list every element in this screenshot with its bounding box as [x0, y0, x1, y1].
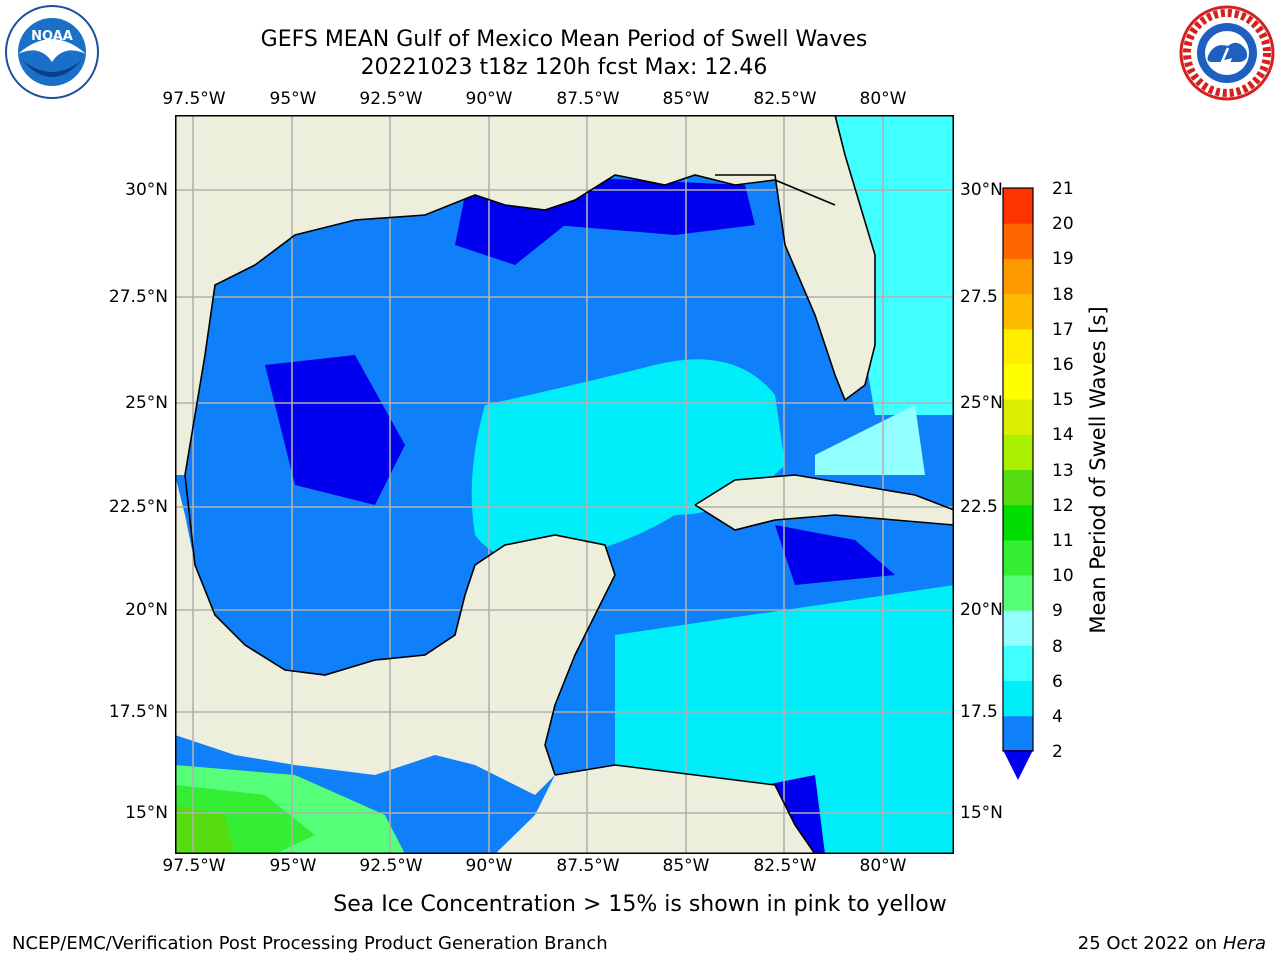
colorbar-segment — [1003, 575, 1033, 611]
colorbar-tick: 8 — [1052, 637, 1063, 657]
swell-lt2-south — [775, 525, 895, 585]
land-mexico — [175, 475, 615, 795]
colorbar-label: Mean Period of Swell Waves [s] — [1086, 306, 1110, 634]
lat-tick-left: 30°N — [125, 180, 168, 200]
colorbar-tick: 15 — [1052, 390, 1074, 410]
lat-tick-right: 22.5 — [960, 497, 998, 517]
colorbar-tick: 19 — [1052, 249, 1074, 269]
colorbar-segment — [1003, 645, 1033, 682]
lon-tick-top: 95°W — [269, 89, 317, 109]
lon-tick-top: 90°W — [465, 89, 513, 109]
colorbar-tick: 16 — [1052, 355, 1074, 375]
colorbar-segment — [1003, 715, 1033, 752]
footer-org: NCEP/EMC/Verification Post Processing Pr… — [12, 933, 608, 954]
colorbar-segment — [1003, 258, 1033, 295]
lon-tick-bottom: 90°W — [465, 856, 513, 876]
lat-tick-left: 17.5°N — [108, 702, 168, 722]
land-florida — [715, 115, 875, 400]
colorbar-frame — [1002, 187, 1034, 752]
nws-logo — [1178, 4, 1276, 106]
colorbar-tick: 13 — [1052, 461, 1074, 481]
land-usa — [175, 115, 835, 475]
colorbar-tick: 10 — [1052, 566, 1074, 586]
colorbar-segment — [1003, 399, 1033, 435]
colorbar-tick: 12 — [1052, 496, 1074, 516]
map-subtitle: 20221023 t18z 120h fcst Max: 12.46 — [360, 55, 768, 80]
footer-machine: Hera — [1222, 933, 1266, 954]
colorbar-segment — [1003, 504, 1033, 541]
coastline — [184, 115, 954, 854]
lat-tick-left: 20°N — [125, 600, 168, 620]
colorbar-segment — [1003, 328, 1033, 365]
colorbar-segment — [1003, 469, 1033, 506]
lon-tick-bottom: 92.5°W — [359, 856, 423, 876]
colorbar-under-arrow — [1003, 750, 1033, 780]
lat-tick-right: 25°N — [960, 393, 1003, 413]
footer-date-text: 25 Oct 2022 on — [1077, 933, 1223, 954]
land-central-america — [495, 765, 815, 854]
colorbar-segments — [1003, 188, 1033, 752]
lat-tick-left: 22.5°N — [108, 497, 168, 517]
colorbar-segment — [1003, 434, 1033, 470]
graticule — [175, 115, 954, 854]
lon-tick-top: 87.5°W — [556, 89, 620, 109]
svg-text:NOAA: NOAA — [31, 29, 73, 44]
lon-tick-bottom: 85°W — [662, 856, 710, 876]
swell-8-9-straits — [815, 405, 925, 475]
colorbar-tick: 17 — [1052, 320, 1074, 340]
footer-date: 25 Oct 2022 on Hera — [1078, 933, 1266, 954]
lon-tick-bottom: 95°W — [269, 856, 317, 876]
colorbar-tick: 18 — [1052, 285, 1074, 305]
gulf-of-mexico-map — [175, 115, 954, 854]
lat-tick-right: 15°N — [960, 803, 1003, 823]
colorbar-tick: 6 — [1052, 672, 1063, 692]
swell-11-12-pacific — [175, 805, 235, 854]
map-frame — [175, 115, 954, 854]
land-cuba — [695, 475, 954, 530]
lat-tick-right: 27.5 — [960, 287, 998, 307]
lat-tick-left: 25°N — [125, 393, 168, 413]
lon-tick-top: 85°W — [662, 89, 710, 109]
lon-tick-top: 82.5°W — [753, 89, 817, 109]
colorbar-tick: 2 — [1052, 742, 1063, 762]
colorbar-tick: 20 — [1052, 214, 1074, 234]
colorbar-tick: 11 — [1052, 531, 1074, 551]
lon-tick-bottom: 82.5°W — [753, 856, 817, 876]
lon-tick-bottom: 97.5°W — [162, 856, 226, 876]
map-title: GEFS MEAN Gulf of Mexico Mean Period of … — [260, 27, 868, 52]
colorbar-tick: 4 — [1052, 707, 1063, 727]
lat-tick-right: 17.5 — [960, 702, 998, 722]
colorbar — [1002, 187, 1034, 780]
noaa-logo: NOAA — [4, 4, 100, 104]
colorbar-segment — [1003, 223, 1033, 259]
swell-lt2-west — [265, 355, 405, 505]
colorbar-segment — [1003, 293, 1033, 330]
colorbar-tick: 21 — [1052, 179, 1074, 199]
lon-tick-top: 80°W — [859, 89, 907, 109]
lon-tick-bottom: 80°W — [859, 856, 907, 876]
lat-tick-left: 27.5°N — [108, 287, 168, 307]
colorbar-tick: 9 — [1052, 601, 1063, 621]
lat-tick-right: 30°N — [960, 180, 1003, 200]
colorbar-segment — [1003, 188, 1033, 224]
sea-ice-caption: Sea Ice Concentration > 15% is shown in … — [333, 892, 947, 917]
lon-tick-top: 92.5°W — [359, 89, 423, 109]
colorbar-segment — [1003, 363, 1033, 400]
colorbar-segment — [1003, 539, 1033, 576]
lon-tick-top: 97.5°W — [162, 89, 226, 109]
colorbar-segment — [1003, 680, 1033, 717]
lon-tick-bottom: 87.5°W — [556, 856, 620, 876]
colorbar-segment — [1003, 610, 1033, 646]
lat-tick-left: 15°N — [125, 803, 168, 823]
lat-tick-right: 20°N — [960, 600, 1003, 620]
colorbar-tick: 14 — [1052, 425, 1074, 445]
